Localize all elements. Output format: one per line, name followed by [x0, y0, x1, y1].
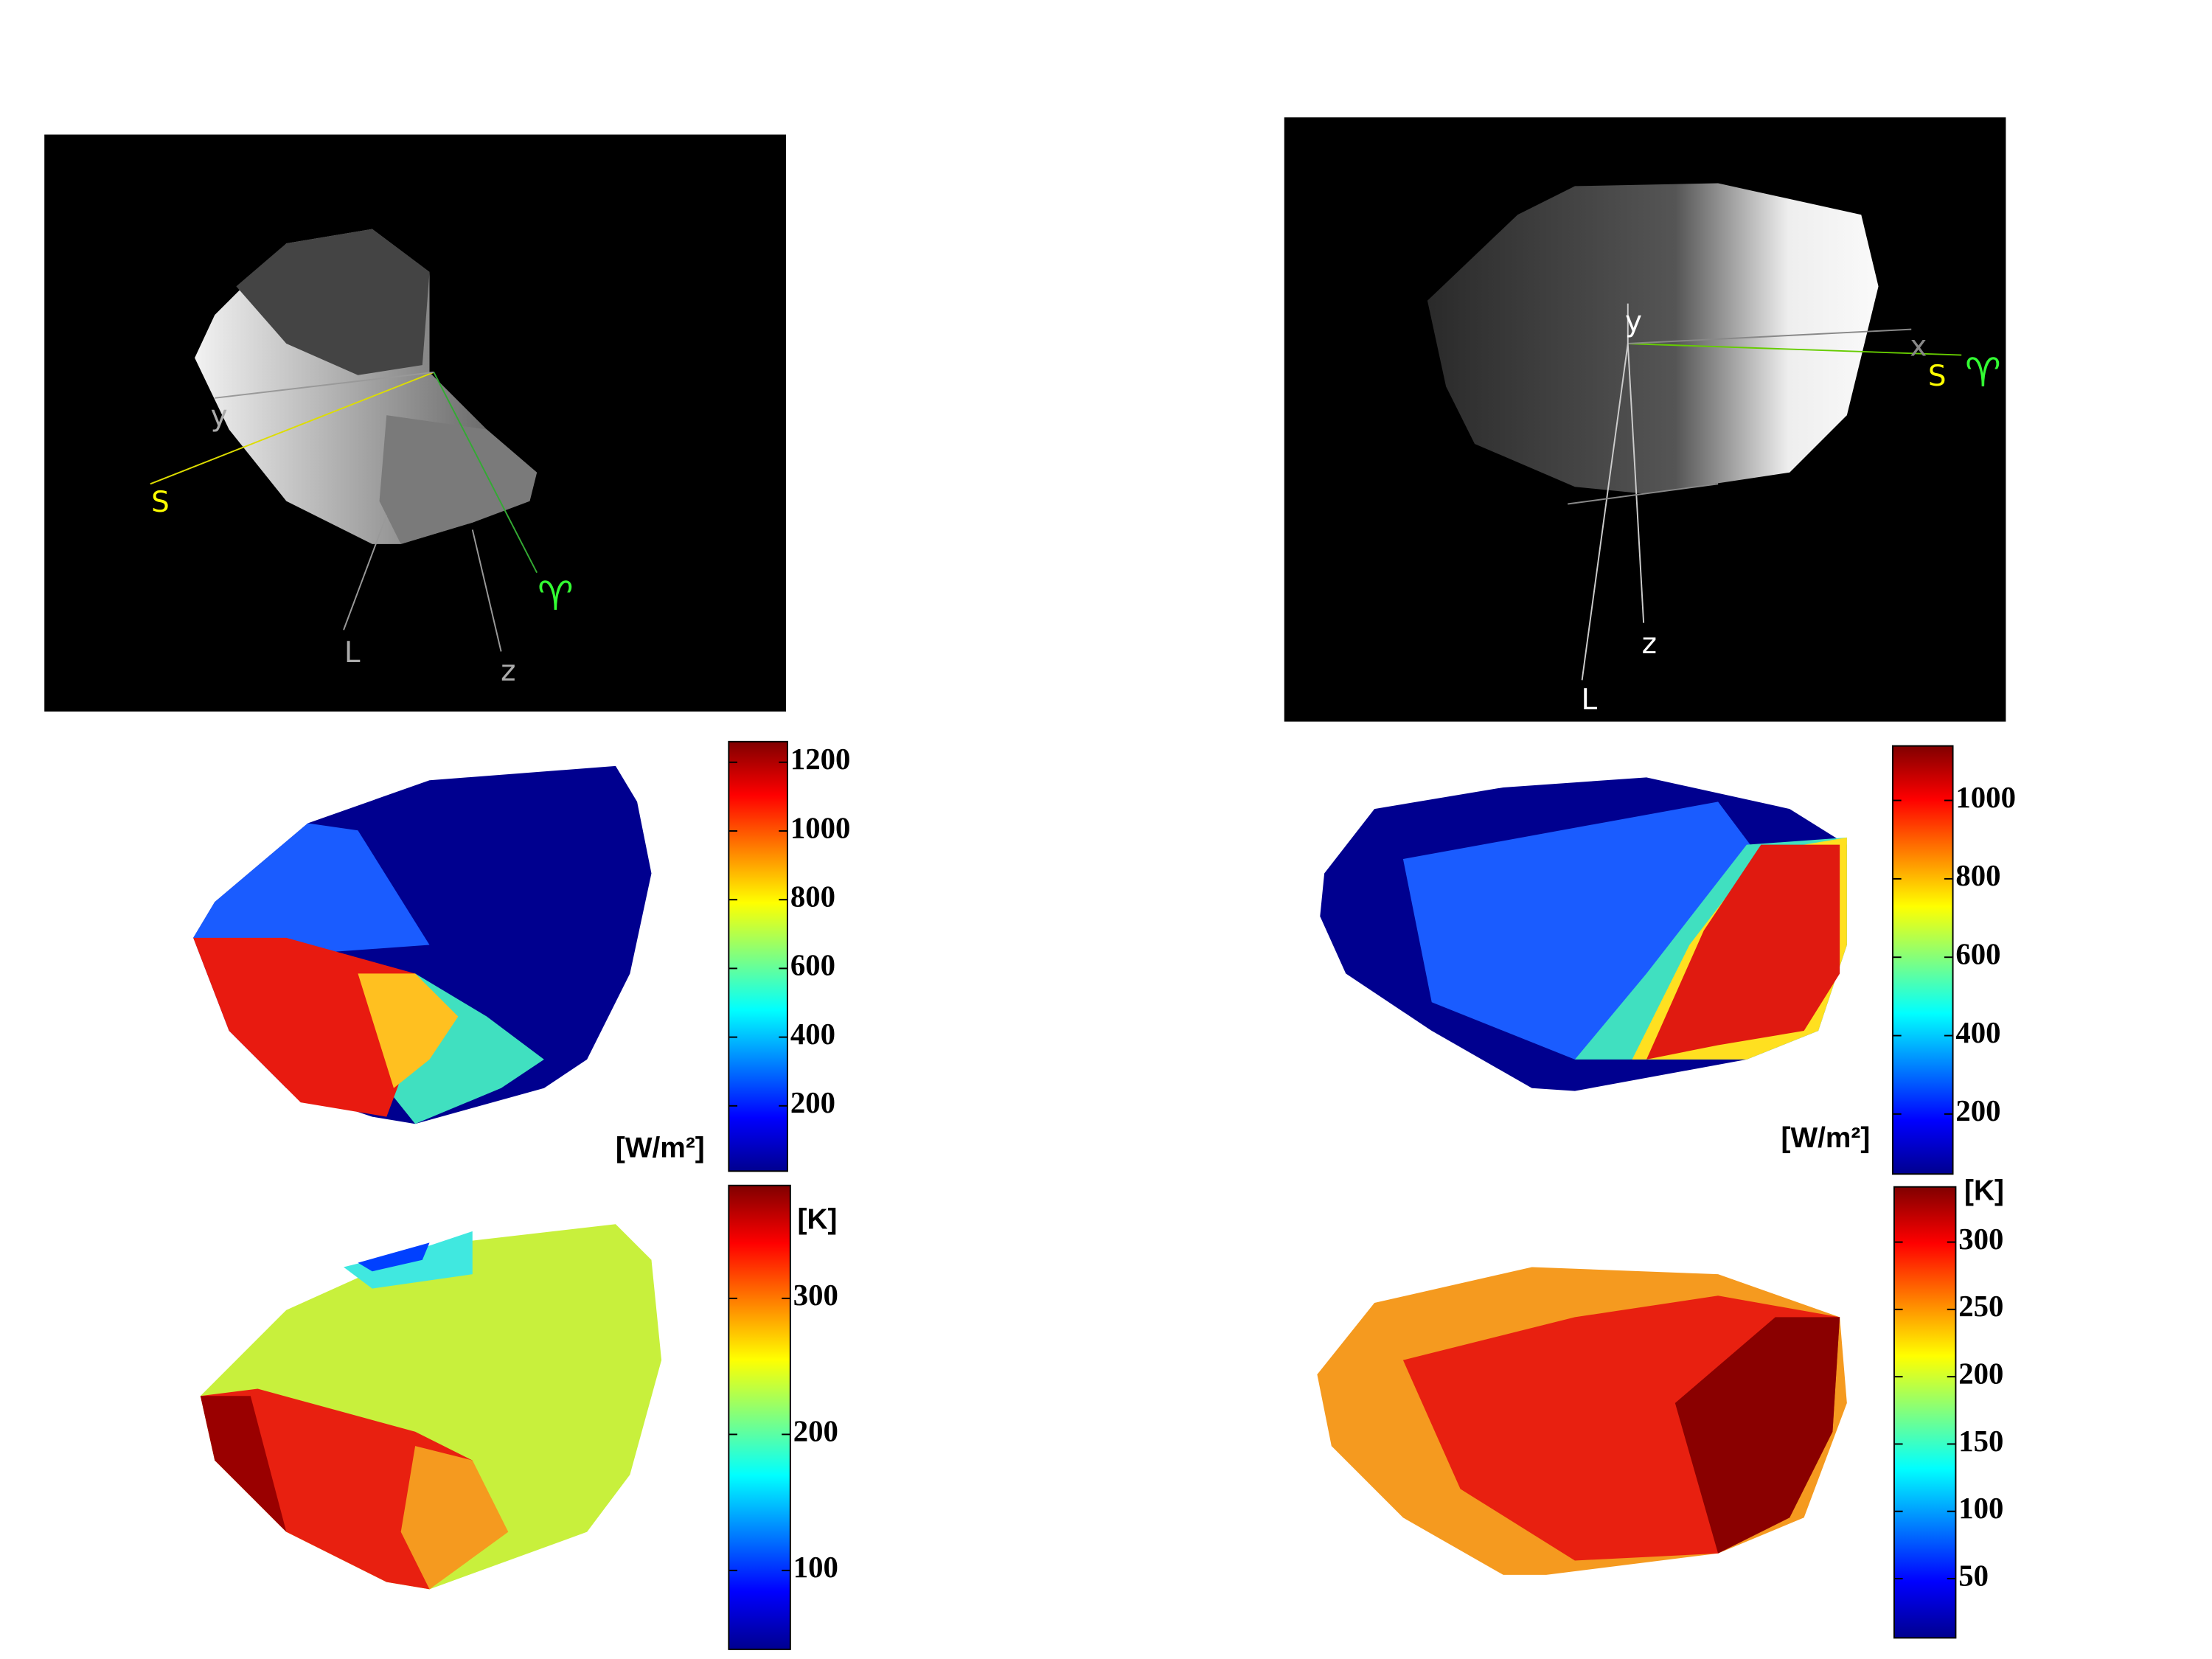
- tick-label: 150: [1958, 1425, 2003, 1458]
- axis-label: y: [1625, 305, 1642, 338]
- axis-label: ♈: [1965, 349, 2001, 396]
- tick-label: 200: [1958, 1357, 2003, 1391]
- tick-label: 600: [1955, 938, 2000, 971]
- colorbar: [728, 740, 788, 1172]
- axis-label: z: [1642, 627, 1657, 661]
- tick-label: 100: [1958, 1492, 2003, 1525]
- colorbar-unit: [W/m²]: [616, 1132, 705, 1164]
- tick-label: 400: [790, 1018, 835, 1051]
- axis-label: y: [211, 400, 228, 433]
- axis-label: L: [1582, 684, 1598, 717]
- colorbar: [1892, 745, 1954, 1175]
- flux-map-left: [193, 765, 652, 1124]
- tick-label: 250: [1958, 1290, 2003, 1323]
- colorbar-unit: [W/m²]: [1781, 1122, 1871, 1154]
- tick-label: 800: [1955, 859, 2000, 892]
- tick-label: 300: [793, 1279, 838, 1312]
- axis-label: x: [1910, 330, 1927, 363]
- colorbar-unit: [K]: [1964, 1175, 2004, 1207]
- axis-label: S: [1928, 360, 1947, 393]
- flux-map-right: [1320, 777, 1847, 1091]
- colorbar: [1893, 1186, 1957, 1639]
- tick-label: 1000: [1955, 781, 2016, 814]
- tick-label: 800: [790, 880, 835, 914]
- axis-label: S: [151, 486, 170, 519]
- render-panel-2: y x S ♈ z L: [1284, 117, 2006, 722]
- tick-label: 300: [1958, 1222, 2003, 1256]
- tick-label: 200: [1955, 1094, 2000, 1127]
- tick-label: 1000: [790, 811, 851, 844]
- tick-label: 50: [1958, 1559, 1989, 1592]
- axis-label: z: [501, 655, 515, 688]
- colorbar: [728, 1184, 791, 1650]
- render-panel-1: S y L z ♈: [44, 134, 787, 712]
- tick-label: 200: [793, 1415, 838, 1448]
- tick-label: 400: [1955, 1016, 2000, 1049]
- temperature-map-left: [200, 1224, 662, 1590]
- colorbar-unit: [K]: [798, 1204, 838, 1236]
- temperature-map-right: [1317, 1267, 1847, 1575]
- tick-label: 200: [790, 1086, 835, 1119]
- tick-label: 600: [790, 949, 835, 982]
- tick-label: 1200: [790, 742, 851, 776]
- axis-label: L: [344, 636, 361, 669]
- axis-label: ♈: [538, 573, 574, 619]
- tick-label: 100: [793, 1551, 838, 1584]
